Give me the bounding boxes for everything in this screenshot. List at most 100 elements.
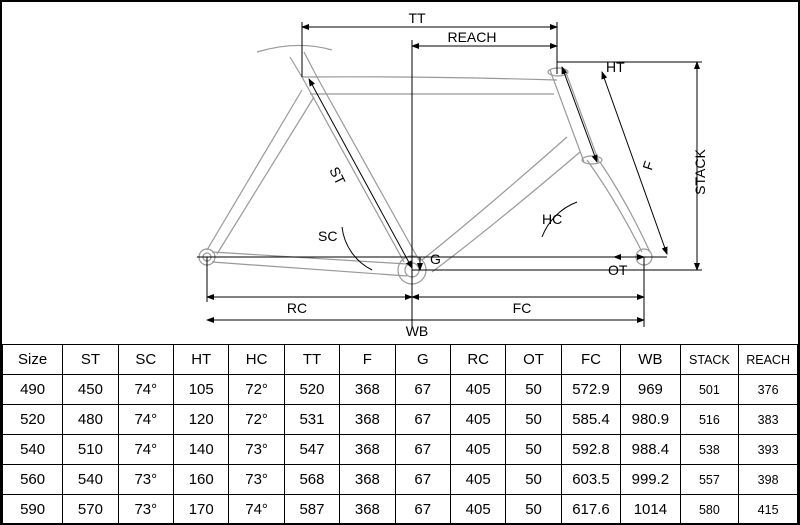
cell: 73° <box>229 435 284 465</box>
cell: 368 <box>340 435 395 465</box>
cell: 120 <box>174 405 229 435</box>
cell: 50 <box>506 435 561 465</box>
cell: 74° <box>118 375 173 405</box>
cell: 105 <box>174 375 229 405</box>
table-header-row: SizeSTSCHTHCTTFGRCOTFCWBSTACKREACH <box>3 345 798 375</box>
cell: 368 <box>340 375 395 405</box>
cell: 988.4 <box>621 435 680 465</box>
label-wb: WB <box>406 323 429 339</box>
cell: 480 <box>63 405 118 435</box>
col-wb: WB <box>621 345 680 375</box>
label-st: ST <box>326 164 349 188</box>
cell: 405 <box>450 465 505 495</box>
cell: 415 <box>739 495 798 525</box>
cell: 617.6 <box>561 495 620 525</box>
cell: 520 <box>284 375 339 405</box>
cell: 72° <box>229 405 284 435</box>
cell: 999.2 <box>621 465 680 495</box>
cell: 592.8 <box>561 435 620 465</box>
label-fc: FC <box>513 300 532 316</box>
cell: 368 <box>340 465 395 495</box>
cell: 405 <box>450 405 505 435</box>
cell: 50 <box>506 375 561 405</box>
dim-labels: TT REACH HT STACK F ST SC HC G OT RC FC … <box>287 10 708 339</box>
cell: 73° <box>118 465 173 495</box>
cell: 510 <box>63 435 118 465</box>
cell: 67 <box>395 405 450 435</box>
cell: 1014 <box>621 495 680 525</box>
cell: 570 <box>63 495 118 525</box>
col-g: G <box>395 345 450 375</box>
cell: 572.9 <box>561 375 620 405</box>
cell: 50 <box>506 465 561 495</box>
col-sc: SC <box>118 345 173 375</box>
cell: 490 <box>3 375 63 405</box>
cell: 74° <box>229 495 284 525</box>
cell: 516 <box>680 405 739 435</box>
diagram-svg: TT REACH HT STACK F ST SC HC G OT RC FC … <box>2 2 800 344</box>
cell: 405 <box>450 435 505 465</box>
col-reach: REACH <box>739 345 798 375</box>
cell: 170 <box>174 495 229 525</box>
cell: 67 <box>395 375 450 405</box>
cell: 557 <box>680 465 739 495</box>
cell: 531 <box>284 405 339 435</box>
cell: 540 <box>63 465 118 495</box>
cell: 376 <box>739 375 798 405</box>
geometry-table: SizeSTSCHTHCTTFGRCOTFCWBSTACKREACH 49045… <box>2 344 798 525</box>
cell: 73° <box>118 495 173 525</box>
label-ht: HT <box>606 59 625 75</box>
table-row: 49045074°10572°5203686740550572.99695013… <box>3 375 798 405</box>
cell: 603.5 <box>561 465 620 495</box>
cell: 74° <box>118 405 173 435</box>
col-size: Size <box>3 345 63 375</box>
label-hc: HC <box>542 211 562 227</box>
label-f: F <box>639 159 657 172</box>
col-rc: RC <box>450 345 505 375</box>
cell: 585.4 <box>561 405 620 435</box>
label-rc: RC <box>287 300 307 316</box>
bike-frame-diagram: TT REACH HT STACK F ST SC HC G OT RC FC … <box>2 2 798 344</box>
cell: 980.9 <box>621 405 680 435</box>
cell: 580 <box>680 495 739 525</box>
cell: 501 <box>680 375 739 405</box>
cell: 393 <box>739 435 798 465</box>
col-ot: OT <box>506 345 561 375</box>
cell: 140 <box>174 435 229 465</box>
cell: 587 <box>284 495 339 525</box>
cell: 520 <box>3 405 63 435</box>
cell: 538 <box>680 435 739 465</box>
label-sc: SC <box>318 228 337 244</box>
cell: 383 <box>739 405 798 435</box>
label-tt: TT <box>408 10 426 26</box>
cell: 405 <box>450 375 505 405</box>
cell: 568 <box>284 465 339 495</box>
label-ot: OT <box>608 262 628 278</box>
cell: 969 <box>621 375 680 405</box>
col-st: ST <box>63 345 118 375</box>
cell: 67 <box>395 465 450 495</box>
label-reach: REACH <box>447 29 496 45</box>
cell: 398 <box>739 465 798 495</box>
cell: 67 <box>395 435 450 465</box>
label-g: G <box>430 251 441 267</box>
cell: 368 <box>340 405 395 435</box>
col-fc: FC <box>561 345 620 375</box>
col-tt: TT <box>284 345 339 375</box>
table-row: 59057073°17074°5873686740550617.61014580… <box>3 495 798 525</box>
table-row: 52048074°12072°5313686740550585.4980.951… <box>3 405 798 435</box>
cell: 72° <box>229 375 284 405</box>
cell: 405 <box>450 495 505 525</box>
col-ht: HT <box>174 345 229 375</box>
cell: 590 <box>3 495 63 525</box>
cell: 73° <box>229 465 284 495</box>
col-stack: STACK <box>680 345 739 375</box>
cell: 67 <box>395 495 450 525</box>
cell: 540 <box>3 435 63 465</box>
cell: 368 <box>340 495 395 525</box>
cell: 50 <box>506 495 561 525</box>
col-f: F <box>340 345 395 375</box>
col-hc: HC <box>229 345 284 375</box>
cell: 547 <box>284 435 339 465</box>
cell: 74° <box>118 435 173 465</box>
